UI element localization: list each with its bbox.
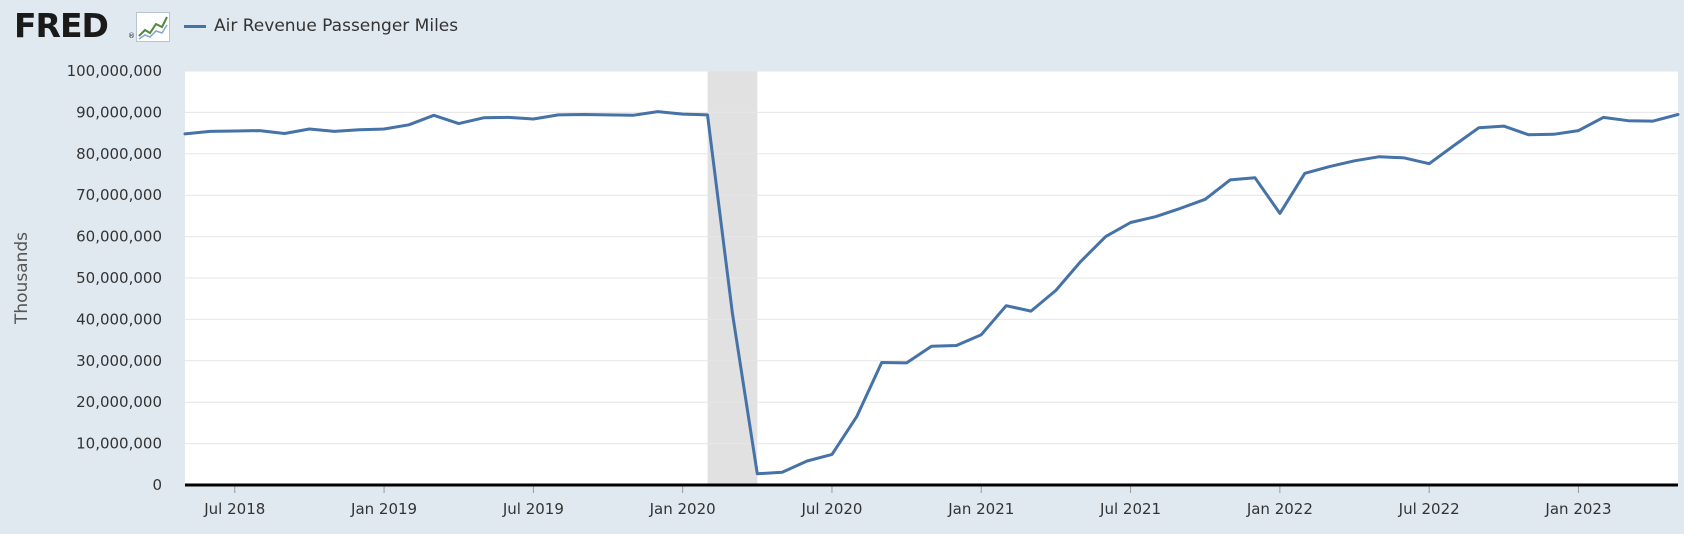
gridlines bbox=[185, 70, 1678, 445]
line-chart-icon bbox=[136, 12, 170, 42]
x-tick-label: Jan 2023 bbox=[1544, 500, 1611, 518]
x-tick-label: Jul 2022 bbox=[1398, 500, 1460, 518]
x-tick-label: Jul 2021 bbox=[1099, 500, 1161, 518]
x-tick-label: Jan 2019 bbox=[350, 500, 417, 518]
series-layer bbox=[183, 110, 1680, 476]
header: FRED ® Air Revenue Passenger Miles bbox=[0, 0, 1684, 56]
y-tick-label: 10,000,000 bbox=[76, 435, 162, 453]
y-tick-label: 30,000,000 bbox=[76, 352, 162, 370]
x-tick-label: Jan 2021 bbox=[947, 500, 1014, 518]
y-tick-label: 70,000,000 bbox=[76, 186, 162, 204]
y-tick-label: 40,000,000 bbox=[76, 310, 162, 328]
x-tick-label: Jul 2020 bbox=[800, 500, 862, 518]
y-tick-label: 90,000,000 bbox=[76, 103, 162, 121]
y-tick-label: 100,000,000 bbox=[67, 62, 162, 80]
x-tick-label: Jan 2020 bbox=[649, 500, 716, 518]
y-tick-label: 50,000,000 bbox=[76, 269, 162, 287]
x-axis-ticks: Jul 2018 Jan 2019 Jul 2019 Jan 2020 Jul 2020… bbox=[203, 485, 1612, 518]
y-tick-label: 60,000,000 bbox=[76, 228, 162, 246]
legend-label: Air Revenue Passenger Miles bbox=[214, 16, 459, 36]
y-tick-label: 80,000,000 bbox=[76, 145, 162, 163]
y-tick-label: 20,000,000 bbox=[76, 393, 162, 411]
registered-mark: ® bbox=[128, 32, 135, 40]
y-tick-label: 0 bbox=[152, 476, 162, 494]
x-tick-label: Jan 2022 bbox=[1246, 500, 1313, 518]
legend-swatch bbox=[184, 25, 206, 28]
y-axis-ticks: 0 10,000,000 20,000,000 30,000,000 40,000,00… bbox=[67, 62, 162, 494]
series-line-0[interactable] bbox=[183, 110, 1680, 476]
x-tick-label: Jul 2018 bbox=[203, 500, 265, 518]
fred-logo-text: FRED bbox=[14, 6, 109, 45]
x-tick-label: Jul 2019 bbox=[502, 500, 564, 518]
